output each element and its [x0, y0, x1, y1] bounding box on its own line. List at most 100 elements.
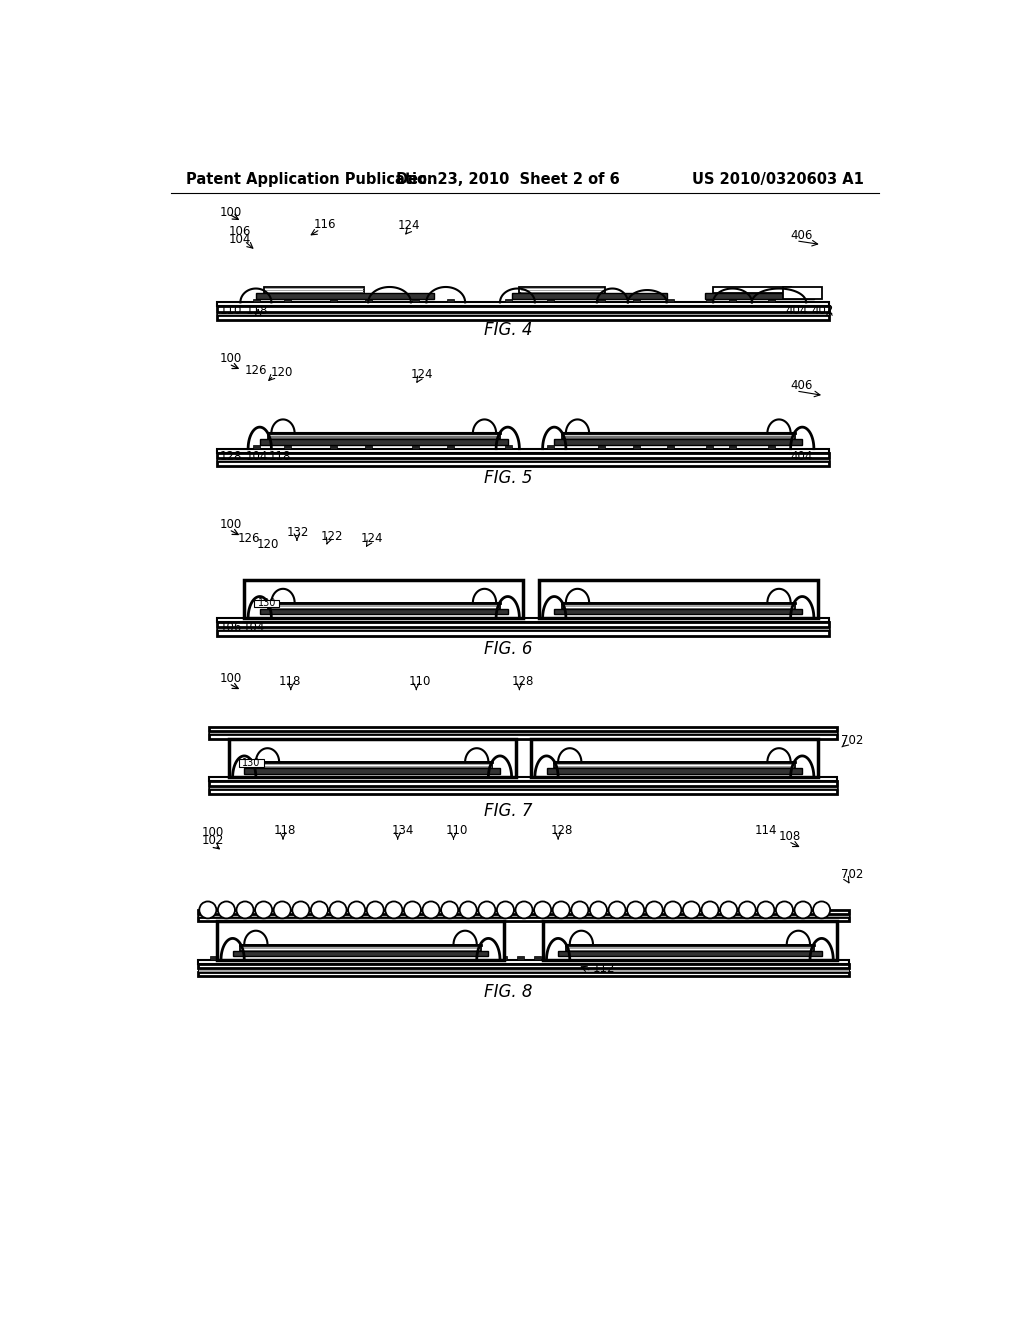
- Bar: [267, 603, 500, 609]
- Bar: [598, 614, 604, 618]
- Bar: [554, 609, 802, 614]
- Bar: [330, 956, 337, 960]
- Bar: [547, 768, 802, 774]
- Bar: [209, 727, 838, 731]
- Bar: [239, 759, 263, 767]
- Bar: [466, 956, 473, 960]
- Bar: [245, 768, 500, 774]
- Bar: [517, 956, 524, 960]
- Bar: [366, 774, 372, 777]
- Text: 108: 108: [779, 830, 801, 843]
- Text: 118: 118: [269, 450, 292, 463]
- Text: 118: 118: [280, 675, 301, 688]
- Bar: [568, 956, 575, 960]
- Bar: [706, 293, 814, 298]
- Bar: [312, 956, 319, 960]
- Text: 120: 120: [257, 539, 279, 550]
- Circle shape: [478, 902, 496, 919]
- Bar: [668, 445, 675, 449]
- Bar: [636, 956, 643, 960]
- Bar: [547, 774, 554, 777]
- Text: FIG. 7: FIG. 7: [483, 801, 532, 820]
- Bar: [245, 579, 523, 618]
- Text: 104: 104: [246, 450, 268, 463]
- Bar: [253, 614, 260, 618]
- Bar: [566, 945, 814, 950]
- Bar: [633, 298, 640, 302]
- Circle shape: [367, 902, 384, 919]
- Circle shape: [795, 902, 812, 919]
- Bar: [773, 956, 779, 960]
- Circle shape: [218, 902, 234, 919]
- Text: 130: 130: [242, 758, 260, 768]
- Text: 128: 128: [550, 825, 572, 837]
- Circle shape: [665, 902, 681, 919]
- Circle shape: [776, 902, 793, 919]
- Text: 702: 702: [841, 734, 863, 747]
- Bar: [729, 774, 736, 777]
- Bar: [217, 449, 829, 453]
- Text: 122: 122: [321, 529, 343, 543]
- Bar: [209, 789, 838, 793]
- Bar: [505, 298, 512, 302]
- Bar: [512, 293, 667, 298]
- Text: 110: 110: [409, 675, 431, 688]
- Text: FIG. 4: FIG. 4: [483, 321, 532, 339]
- Text: 124: 124: [360, 532, 383, 545]
- Circle shape: [758, 902, 774, 919]
- Text: 118: 118: [246, 304, 268, 317]
- Text: 132: 132: [287, 525, 309, 539]
- Bar: [768, 614, 775, 618]
- Bar: [241, 945, 480, 950]
- Bar: [707, 614, 713, 618]
- Text: 100: 100: [219, 352, 242, 366]
- Bar: [505, 445, 512, 449]
- Bar: [209, 734, 838, 739]
- Text: 404: 404: [785, 304, 808, 317]
- Bar: [217, 453, 829, 458]
- Bar: [551, 956, 558, 960]
- Bar: [217, 627, 829, 631]
- Bar: [543, 921, 838, 960]
- Bar: [284, 445, 291, 449]
- Bar: [547, 614, 554, 618]
- Circle shape: [738, 902, 756, 919]
- Bar: [449, 956, 456, 960]
- Text: 130: 130: [258, 598, 275, 609]
- Text: 124: 124: [411, 368, 433, 381]
- Bar: [415, 956, 422, 960]
- Bar: [364, 956, 371, 960]
- Bar: [253, 774, 260, 777]
- Circle shape: [385, 902, 402, 919]
- Bar: [228, 739, 515, 777]
- Bar: [284, 298, 291, 302]
- Bar: [633, 445, 640, 449]
- Bar: [671, 956, 678, 960]
- Bar: [217, 302, 829, 306]
- Circle shape: [348, 902, 366, 919]
- Bar: [412, 774, 419, 777]
- Bar: [446, 298, 454, 302]
- Bar: [729, 445, 736, 449]
- Circle shape: [330, 902, 346, 919]
- Bar: [253, 298, 260, 302]
- Bar: [217, 461, 829, 466]
- Bar: [279, 956, 286, 960]
- Bar: [756, 956, 763, 960]
- Circle shape: [273, 902, 291, 919]
- Circle shape: [608, 902, 626, 919]
- Bar: [707, 445, 713, 449]
- Bar: [198, 964, 849, 969]
- Bar: [531, 739, 818, 777]
- Bar: [620, 956, 627, 960]
- Bar: [729, 298, 736, 302]
- Bar: [331, 445, 337, 449]
- Text: FIG. 5: FIG. 5: [483, 469, 532, 487]
- Bar: [668, 614, 675, 618]
- Text: 100: 100: [202, 826, 224, 840]
- Text: 106: 106: [219, 622, 242, 634]
- Bar: [412, 298, 419, 302]
- Bar: [633, 774, 640, 777]
- Bar: [295, 956, 302, 960]
- Circle shape: [627, 902, 644, 919]
